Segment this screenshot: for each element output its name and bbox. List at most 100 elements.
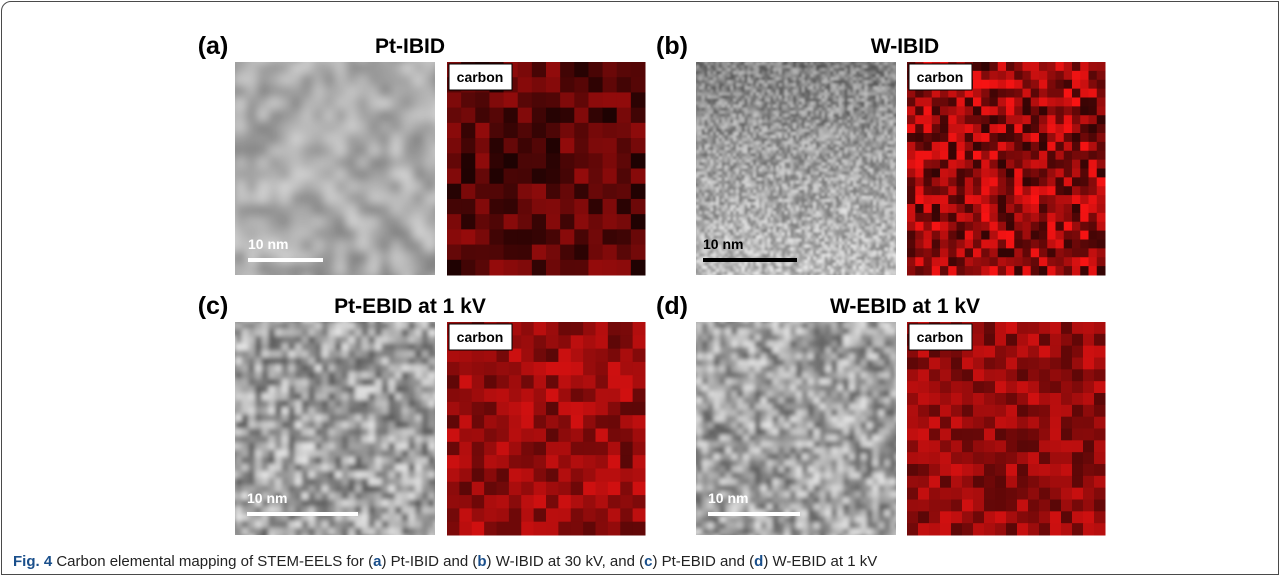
pixel: [335, 98, 347, 110]
pixel: [313, 121, 325, 133]
pixel: [313, 240, 325, 252]
pixel: [235, 121, 247, 133]
pixel: [302, 204, 314, 216]
map-pixel: [588, 62, 603, 78]
pixel: [324, 240, 336, 252]
pixel: [435, 228, 447, 240]
map-pixel: [504, 199, 519, 215]
map-pixel: [560, 62, 575, 78]
pixel: [291, 145, 303, 157]
pixel: [324, 251, 336, 263]
pixel: [368, 263, 380, 275]
map-pixel: [461, 138, 476, 154]
pixel: [246, 216, 258, 228]
pixel: [324, 204, 336, 216]
pixel: [268, 62, 280, 74]
pixel: [224, 98, 236, 110]
pixel: [424, 251, 436, 263]
pixel: [896, 68, 899, 72]
map-pixel: [489, 138, 504, 154]
map-pixel: [504, 184, 519, 200]
map-pixel: [603, 260, 618, 276]
pixel: [435, 62, 447, 74]
pixel: [324, 216, 336, 228]
map-pixel: [475, 169, 490, 185]
pixel: [313, 228, 325, 240]
map-pixel: [574, 123, 589, 139]
pixel: [246, 133, 258, 145]
pixel: [424, 86, 436, 98]
pixel: [896, 92, 899, 96]
pixel: [313, 157, 325, 169]
pixel: [246, 192, 258, 204]
pixel: [896, 83, 899, 87]
pixel: [357, 50, 369, 62]
pixel: [246, 62, 258, 74]
pixel: [424, 109, 436, 121]
pixel: [896, 102, 899, 106]
map-pixel: [631, 169, 646, 185]
pixel: [335, 133, 347, 145]
map-pixel: [588, 138, 603, 154]
pixel: [391, 169, 403, 181]
map-pixel: [546, 77, 561, 93]
pixel: [324, 50, 336, 62]
pixel: [324, 109, 336, 121]
pixel: [302, 50, 314, 62]
pixel: [413, 216, 425, 228]
pixel: [413, 169, 425, 181]
pixel: [391, 263, 403, 275]
map-pixel: [532, 108, 547, 124]
pixel: [335, 263, 347, 275]
map-pixel: [447, 108, 462, 124]
map-pixel: [560, 123, 575, 139]
pixel: [313, 86, 325, 98]
map-pixel: [532, 229, 547, 245]
pixel: [335, 275, 347, 287]
map-pixel: [631, 199, 646, 215]
pixel: [246, 180, 258, 192]
pixel: [896, 135, 899, 139]
pixel: [279, 169, 291, 181]
pixel: [424, 228, 436, 240]
pixel: [435, 204, 447, 216]
map-pixel: [588, 245, 603, 261]
pixel: [291, 50, 303, 62]
pixel: [291, 180, 303, 192]
pixel: [896, 153, 899, 157]
map-pixel: [546, 153, 561, 169]
pixel: [235, 98, 247, 110]
pixel: [257, 98, 269, 110]
map-pixel: [603, 123, 618, 139]
map-pixel: [560, 245, 575, 261]
pixel: [357, 263, 369, 275]
map-pixel: [489, 214, 504, 230]
pixel: [257, 50, 269, 62]
map-pixel: [504, 245, 519, 261]
pixel: [335, 145, 347, 157]
map-pixel: [617, 199, 632, 215]
map-pixel: [447, 184, 462, 200]
map-pixel: [532, 92, 547, 108]
pixel: [313, 98, 325, 110]
pixel: [413, 192, 425, 204]
pixel: [335, 121, 347, 133]
pixel: [402, 216, 414, 228]
pixel: [896, 229, 899, 233]
pixel: [391, 109, 403, 121]
map-pixel: [532, 62, 547, 78]
map-pixel: [447, 123, 462, 139]
pixel: [235, 263, 247, 275]
pixel: [246, 74, 258, 86]
pixel: [368, 109, 380, 121]
pixel: [235, 109, 247, 121]
pixel: [391, 133, 403, 145]
pixel: [268, 192, 280, 204]
pixel: [413, 133, 425, 145]
pixel: [896, 165, 899, 169]
pixel: [424, 169, 436, 181]
map-pixel: [461, 245, 476, 261]
pixel: [368, 216, 380, 228]
pixel: [268, 133, 280, 145]
pixel: [224, 121, 236, 133]
